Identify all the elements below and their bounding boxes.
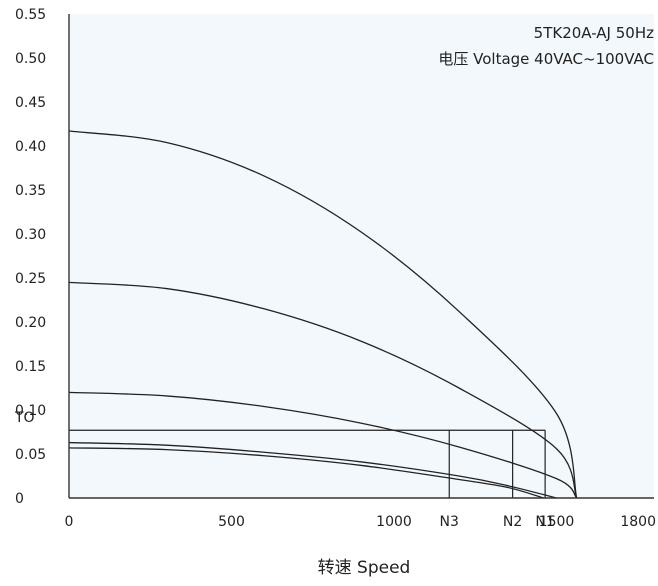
curves-group	[68, 130, 578, 499]
x-marker-label-n3: N3	[440, 514, 459, 530]
torque-curve-5	[68, 447, 544, 499]
y-marker-label-to: TO	[14, 410, 35, 426]
y-tick-label: 0.05	[15, 447, 46, 463]
y-tick-label: 0.30	[15, 227, 46, 243]
chart-title-model: 5TK20A-AJ 50Hz	[534, 24, 654, 42]
torque-curve-2	[68, 281, 578, 499]
y-tick-label: 0.55	[15, 7, 46, 23]
x-axis-label: 转速 Speed	[318, 558, 411, 578]
y-tick-label: 0.45	[15, 95, 46, 111]
y-tick-label: 0.35	[15, 183, 46, 199]
x-tick-label: 500	[218, 514, 245, 530]
x-marker-label-n2: N2	[503, 514, 522, 530]
x-tick-label: 1000	[376, 514, 412, 530]
y-tick-label: 0.10	[15, 403, 46, 419]
y-tick-label: 0.25	[15, 271, 46, 287]
y-tick-label: 0.40	[15, 139, 46, 155]
torque-curve-1	[68, 130, 578, 499]
x-tick-label: 1500	[539, 514, 575, 530]
x-marker-label-n1: N1	[535, 514, 554, 530]
plot-background	[69, 14, 654, 498]
operating-lines-group	[69, 429, 546, 498]
x-tick-labels: 0 500 1000 1500 1800 N3 N2 N1	[65, 514, 656, 530]
torque-curve-3	[68, 391, 578, 499]
y-tick-label: 0.15	[15, 359, 46, 375]
torque-curve-4	[68, 441, 557, 499]
y-tick-labels: 0 0.05 0.10 0.15 0.20 0.25 0.30 0.35 0.40 0.45 0.5…	[14, 7, 46, 507]
x-tick-label: 0	[65, 514, 74, 530]
y-tick-label: 0	[15, 491, 24, 507]
y-tick-label: 0.50	[15, 51, 46, 67]
y-tick-label: 0.20	[15, 315, 46, 331]
chart-title-voltage: 电压 Voltage 40VAC~100VAC	[438, 50, 654, 68]
x-tick-label: 1800	[620, 514, 656, 530]
